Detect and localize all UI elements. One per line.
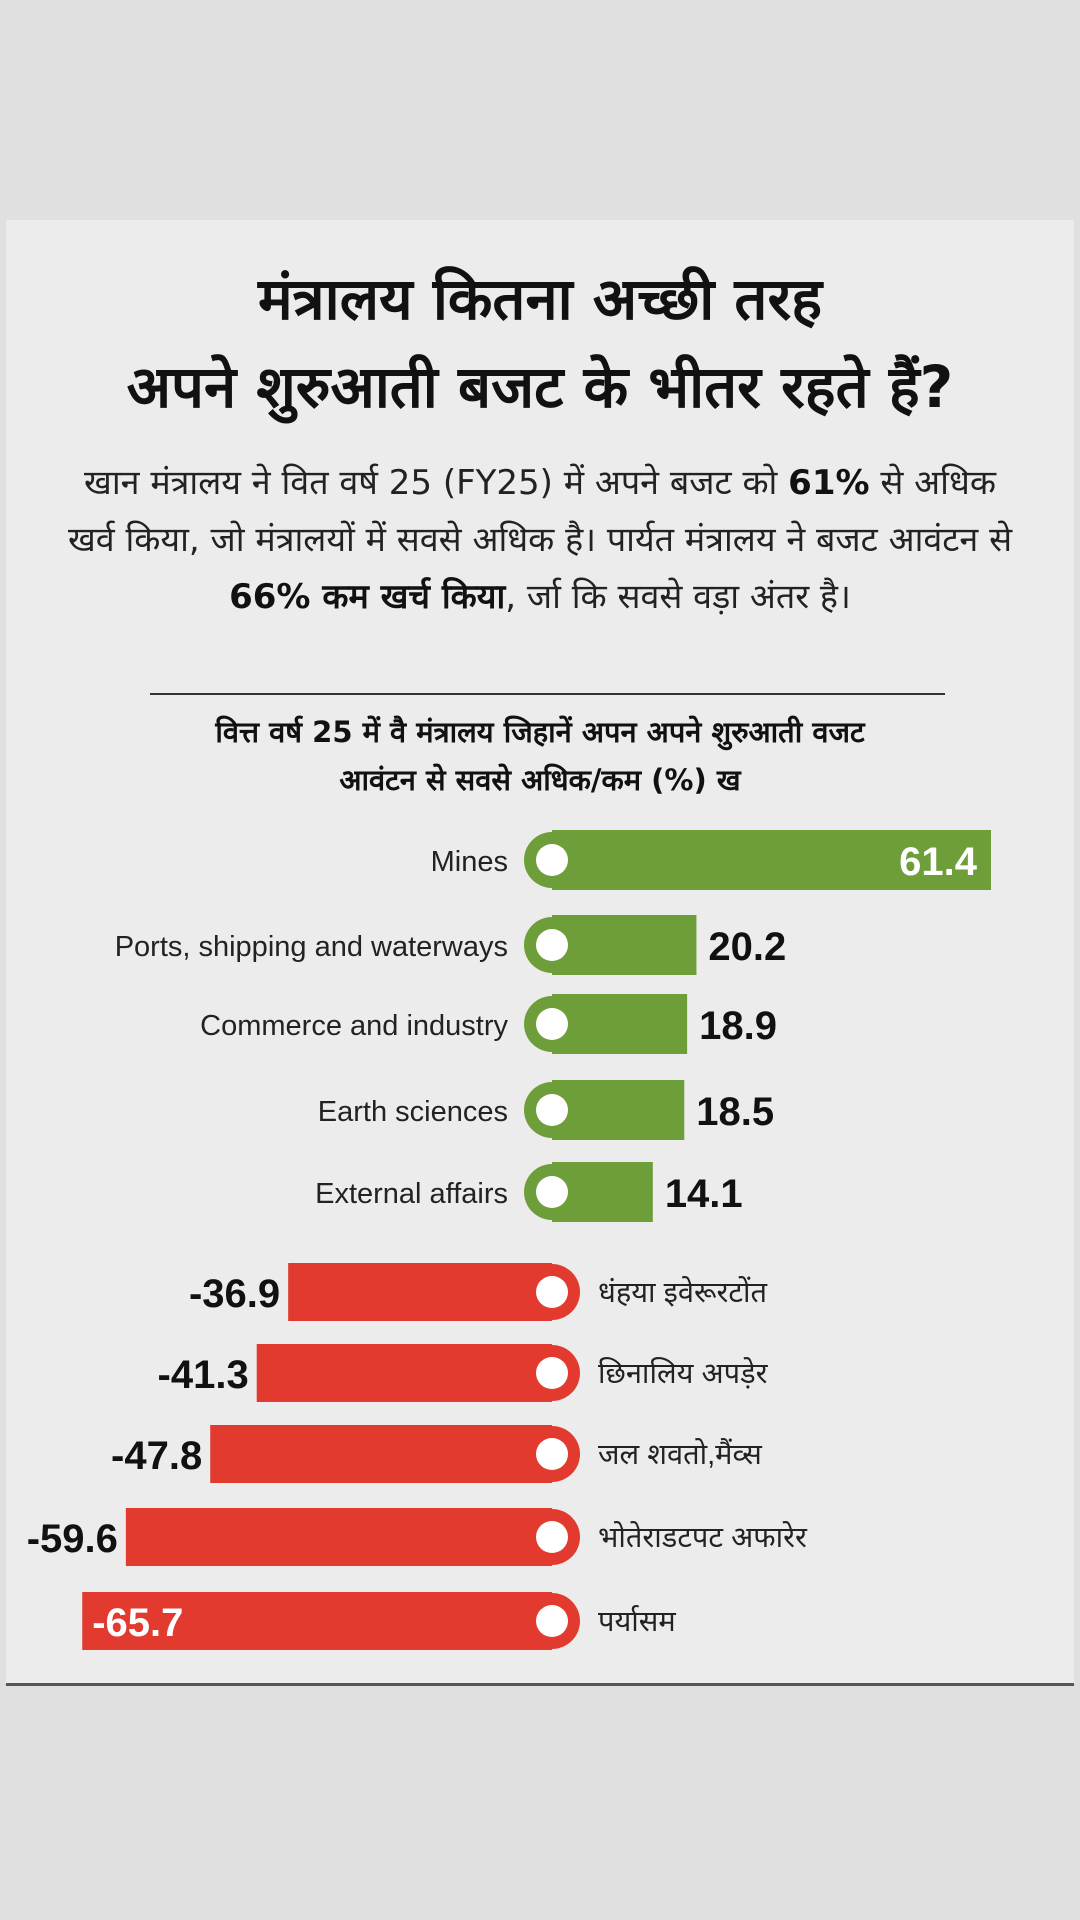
infographic-card	[6, 220, 1074, 1685]
chart-heading: वित्त वर्ष 25 में वै मंत्रालय जिहानें अप…	[110, 708, 970, 804]
title-line-1: मंत्रालय कितना अच्छी तरह	[257, 265, 823, 333]
summary-part-1: खान मंत्रालय ने वित वर्ष 25 (FY25) में अ…	[84, 463, 789, 503]
page-title: मंत्रालय कितना अच्छी तरह अपने शुरुआती बज…	[20, 255, 1060, 431]
summary-part-2: से अधिक खर्व किया, जो मंत्रालयों में सवस…	[67, 463, 1013, 560]
summary-text: खान मंत्रालय ने वित वर्ष 25 (FY25) में अ…	[60, 455, 1020, 626]
summary-part-3: , र्जा कि सवसे वड़ा अंतर है।	[505, 577, 851, 617]
chart-heading-line-2: आवंटन से सवसे अधिक/कम (%) ख	[339, 763, 741, 797]
title-line-2: अपने शुरुआती बजट के भीतर रहते हैं?	[126, 353, 954, 421]
summary-highlight-2: 66% कम खर्च किया	[229, 577, 506, 617]
section-divider	[150, 693, 945, 695]
summary-highlight-1: 61%	[788, 463, 870, 503]
bottom-rule	[6, 1683, 1074, 1686]
chart-heading-line-1: वित्त वर्ष 25 में वै मंत्रालय जिहानें अप…	[215, 715, 865, 749]
